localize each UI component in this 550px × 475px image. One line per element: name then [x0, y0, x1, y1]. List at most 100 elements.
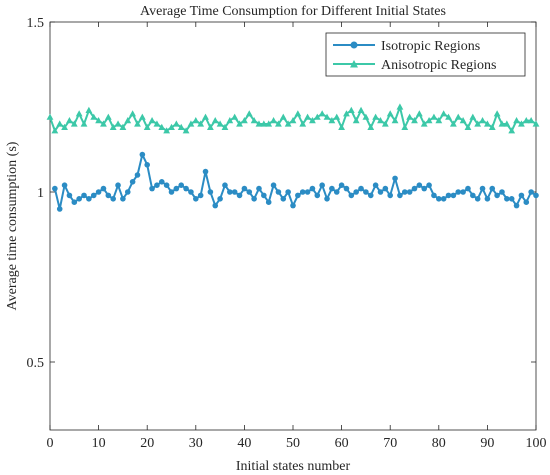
data-point — [158, 123, 166, 130]
data-point — [493, 110, 501, 117]
data-point — [90, 192, 97, 199]
data-point — [183, 185, 189, 192]
x-tick-label: 100 — [526, 436, 547, 451]
data-point — [386, 110, 394, 117]
data-point — [484, 196, 491, 202]
data-point — [193, 196, 199, 202]
data-point — [129, 179, 136, 185]
data-point — [105, 192, 112, 199]
data-point — [207, 189, 214, 195]
data-point — [95, 189, 102, 195]
x-tick-label: 80 — [432, 436, 446, 451]
x-tick-label: 30 — [189, 436, 203, 451]
data-point — [387, 192, 394, 199]
data-point — [518, 120, 525, 127]
data-point — [381, 120, 389, 127]
data-point — [270, 117, 277, 124]
data-point — [333, 189, 340, 195]
data-point — [231, 189, 238, 195]
data-point — [314, 192, 321, 199]
data-point — [144, 162, 150, 168]
data-point — [522, 117, 530, 124]
data-point — [488, 123, 496, 130]
data-point — [343, 185, 350, 192]
data-point — [71, 199, 78, 205]
data-point — [124, 117, 132, 124]
legend: Isotropic Regions Anisotropic Regions — [325, 32, 526, 77]
data-point — [372, 182, 379, 188]
data-point — [163, 127, 171, 134]
data-point — [221, 123, 229, 130]
data-point — [455, 189, 462, 195]
data-point — [104, 113, 112, 120]
data-point — [415, 110, 423, 117]
data-point — [499, 189, 505, 195]
data-point — [61, 182, 68, 188]
series-anisotropic — [46, 103, 540, 134]
x-tick-label: 70 — [383, 436, 397, 451]
data-point — [484, 120, 491, 127]
data-point — [328, 117, 336, 124]
data-point — [153, 120, 161, 127]
data-point — [241, 185, 248, 192]
data-point — [304, 189, 311, 195]
data-point — [358, 185, 364, 192]
data-point — [347, 106, 355, 113]
data-point — [411, 185, 418, 192]
x-tick-label: 20 — [140, 436, 154, 451]
data-point — [352, 117, 360, 124]
data-point — [362, 113, 370, 120]
data-point — [329, 185, 335, 192]
data-point — [504, 196, 510, 202]
data-point — [377, 117, 384, 124]
data-point — [503, 120, 511, 127]
x-tick-label: 50 — [286, 436, 300, 451]
data-point — [299, 189, 306, 195]
data-point — [158, 179, 165, 185]
data-point — [246, 189, 253, 195]
data-point — [245, 110, 253, 117]
data-point — [168, 123, 175, 130]
legend-label-isotropic: Isotropic Regions — [381, 39, 480, 54]
y-axis-label: Average time consumption (s) — [5, 141, 20, 310]
x-tick-label: 0 — [47, 436, 54, 451]
data-point — [372, 113, 380, 120]
x-axis: 0 10 20 30 40 50 60 70 80 90 100 — [47, 22, 547, 451]
data-point — [275, 189, 282, 195]
data-point — [275, 120, 282, 127]
data-point — [426, 182, 432, 188]
data-point — [46, 113, 54, 120]
data-point — [445, 192, 452, 199]
y-tick-label: 1 — [37, 186, 44, 201]
data-point — [280, 196, 287, 202]
data-point — [401, 123, 409, 130]
data-point — [348, 192, 355, 199]
data-point — [445, 113, 452, 120]
data-point — [523, 199, 530, 205]
data-point — [440, 196, 447, 202]
data-point — [173, 185, 180, 192]
data-point — [236, 120, 243, 127]
data-point — [304, 113, 311, 120]
data-point — [115, 182, 121, 188]
data-point — [470, 192, 476, 199]
data-point — [75, 110, 83, 117]
chart-title: Average Time Consumption for Different I… — [140, 4, 446, 19]
data-point — [367, 123, 375, 130]
data-point — [309, 117, 316, 124]
data-point — [211, 117, 219, 124]
data-point — [168, 189, 175, 195]
data-point — [134, 172, 141, 178]
data-point — [479, 117, 486, 124]
data-point — [391, 117, 399, 124]
data-point — [489, 185, 496, 192]
data-point — [270, 182, 277, 188]
data-point — [435, 117, 443, 124]
data-point — [177, 123, 185, 130]
data-point — [450, 192, 457, 199]
data-point — [216, 120, 224, 127]
data-point — [367, 192, 374, 199]
data-point — [255, 120, 263, 127]
data-point — [411, 117, 418, 124]
data-point — [226, 117, 234, 124]
